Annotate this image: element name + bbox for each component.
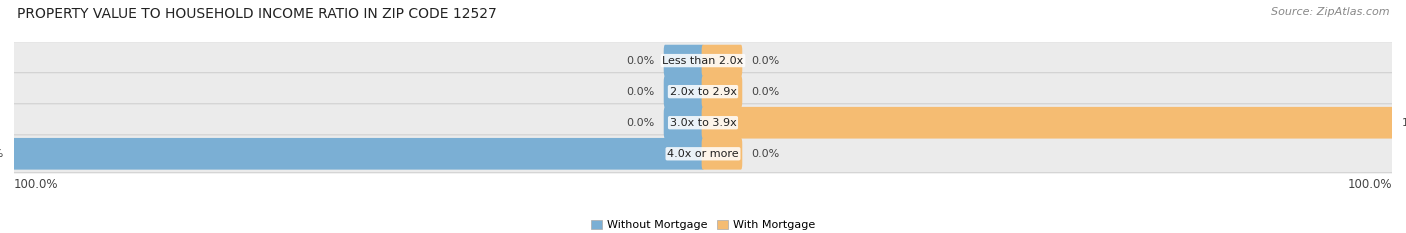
- Text: 100.0%: 100.0%: [0, 149, 4, 159]
- FancyBboxPatch shape: [702, 45, 742, 76]
- Legend: Without Mortgage, With Mortgage: Without Mortgage, With Mortgage: [586, 216, 820, 233]
- Text: 0.0%: 0.0%: [627, 56, 655, 65]
- FancyBboxPatch shape: [702, 107, 1393, 139]
- FancyBboxPatch shape: [664, 45, 704, 76]
- Text: 0.0%: 0.0%: [627, 118, 655, 128]
- FancyBboxPatch shape: [13, 104, 1393, 142]
- FancyBboxPatch shape: [702, 76, 742, 107]
- FancyBboxPatch shape: [664, 107, 704, 139]
- FancyBboxPatch shape: [13, 73, 1393, 111]
- Text: 0.0%: 0.0%: [751, 56, 779, 65]
- FancyBboxPatch shape: [13, 42, 1393, 79]
- Text: 100.0%: 100.0%: [1402, 118, 1406, 128]
- Text: Less than 2.0x: Less than 2.0x: [662, 56, 744, 65]
- FancyBboxPatch shape: [702, 138, 742, 170]
- Text: PROPERTY VALUE TO HOUSEHOLD INCOME RATIO IN ZIP CODE 12527: PROPERTY VALUE TO HOUSEHOLD INCOME RATIO…: [17, 7, 496, 21]
- Text: 2.0x to 2.9x: 2.0x to 2.9x: [669, 87, 737, 97]
- Text: 0.0%: 0.0%: [751, 149, 779, 159]
- Text: Source: ZipAtlas.com: Source: ZipAtlas.com: [1271, 7, 1389, 17]
- FancyBboxPatch shape: [13, 138, 704, 170]
- Text: 100.0%: 100.0%: [14, 178, 59, 191]
- FancyBboxPatch shape: [13, 135, 1393, 173]
- FancyBboxPatch shape: [664, 76, 704, 107]
- Text: 4.0x or more: 4.0x or more: [668, 149, 738, 159]
- Text: 0.0%: 0.0%: [627, 87, 655, 97]
- Text: 100.0%: 100.0%: [1347, 178, 1392, 191]
- Text: 3.0x to 3.9x: 3.0x to 3.9x: [669, 118, 737, 128]
- Text: 0.0%: 0.0%: [751, 87, 779, 97]
